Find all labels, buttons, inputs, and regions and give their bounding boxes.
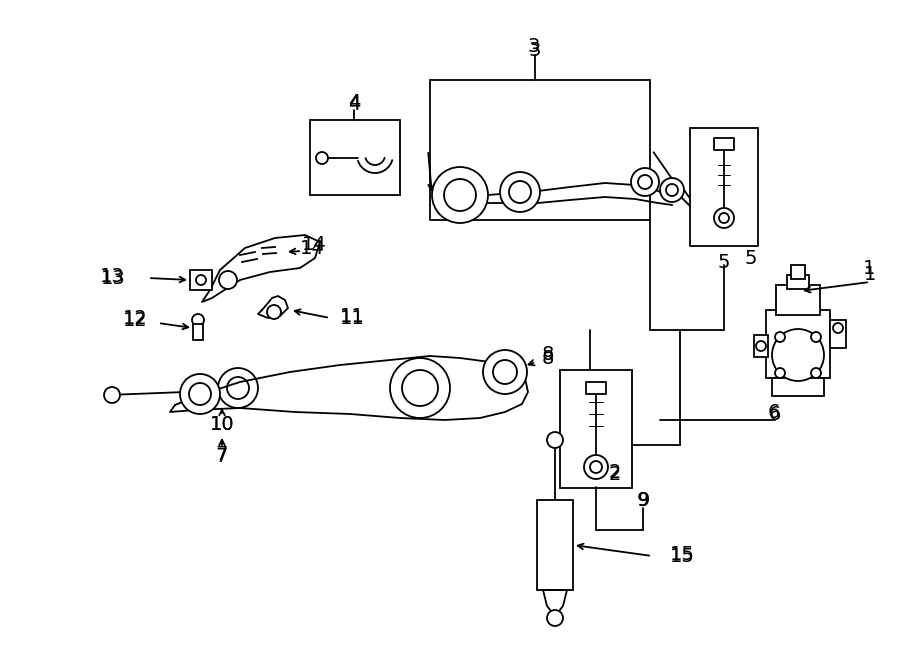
Bar	[787, 275, 809, 289]
Circle shape	[432, 167, 488, 223]
Bar	[690, 128, 758, 246]
Bar	[791, 265, 805, 279]
Circle shape	[104, 387, 120, 403]
Text: 12: 12	[122, 309, 148, 327]
Text: 15: 15	[670, 547, 695, 566]
Circle shape	[666, 184, 678, 196]
Circle shape	[218, 368, 258, 408]
Bar	[586, 382, 606, 394]
Circle shape	[590, 461, 602, 473]
Circle shape	[756, 341, 766, 351]
Circle shape	[402, 370, 438, 406]
Circle shape	[180, 374, 220, 414]
Circle shape	[444, 179, 476, 211]
Text: 2: 2	[608, 465, 621, 485]
Bar	[772, 378, 824, 396]
Circle shape	[833, 323, 843, 333]
Polygon shape	[170, 356, 528, 420]
Circle shape	[811, 332, 821, 342]
Circle shape	[189, 383, 211, 405]
Text: 11: 11	[339, 309, 365, 327]
Circle shape	[493, 360, 517, 384]
Text: 8: 8	[542, 348, 554, 368]
Text: 6: 6	[769, 405, 781, 424]
Circle shape	[267, 305, 281, 319]
Text: 9: 9	[638, 490, 650, 510]
Text: 4: 4	[347, 93, 360, 112]
Bar	[193, 324, 203, 340]
Polygon shape	[258, 296, 288, 318]
Circle shape	[483, 350, 527, 394]
Polygon shape	[202, 235, 320, 302]
Bar	[830, 320, 846, 348]
Circle shape	[631, 168, 659, 196]
Text: 12: 12	[122, 311, 148, 329]
Circle shape	[316, 152, 328, 164]
Text: 10: 10	[210, 414, 234, 434]
Circle shape	[390, 358, 450, 418]
Circle shape	[775, 368, 785, 378]
Bar	[190, 270, 212, 290]
Text: 2: 2	[608, 463, 621, 481]
Circle shape	[811, 368, 821, 378]
Text: 13: 13	[101, 268, 125, 288]
Text: 8: 8	[542, 346, 554, 364]
Circle shape	[227, 377, 249, 399]
Text: 1: 1	[863, 258, 875, 278]
Text: 7: 7	[216, 447, 229, 467]
Circle shape	[509, 181, 531, 203]
Text: 5: 5	[718, 253, 730, 272]
Circle shape	[772, 329, 824, 381]
Circle shape	[196, 275, 206, 285]
Text: 1: 1	[864, 266, 877, 284]
Circle shape	[547, 610, 563, 626]
Bar	[560, 370, 632, 488]
Text: 14: 14	[300, 239, 324, 258]
Text: 7: 7	[216, 446, 229, 465]
Bar	[754, 335, 768, 357]
Circle shape	[547, 432, 563, 448]
Text: 6: 6	[768, 403, 780, 422]
Text: 3: 3	[527, 36, 540, 56]
Circle shape	[500, 172, 540, 212]
Text: 10: 10	[210, 416, 234, 434]
Bar	[714, 138, 734, 150]
Circle shape	[714, 208, 734, 228]
Text: 9: 9	[637, 490, 649, 510]
Text: 15: 15	[670, 545, 695, 563]
Bar	[537, 500, 573, 590]
Text: 3: 3	[529, 40, 541, 59]
Circle shape	[584, 455, 608, 479]
Text: 13: 13	[100, 266, 124, 286]
Circle shape	[660, 178, 684, 202]
Circle shape	[192, 314, 204, 326]
Text: 4: 4	[347, 95, 360, 114]
Circle shape	[638, 175, 652, 189]
Text: 11: 11	[339, 307, 365, 325]
Circle shape	[719, 213, 729, 223]
Bar	[766, 310, 830, 378]
Text: 14: 14	[302, 235, 327, 254]
Bar	[430, 80, 650, 220]
Circle shape	[775, 332, 785, 342]
Bar	[776, 285, 820, 315]
Bar	[310, 120, 400, 195]
Circle shape	[219, 271, 237, 289]
Text: 5: 5	[745, 249, 757, 268]
